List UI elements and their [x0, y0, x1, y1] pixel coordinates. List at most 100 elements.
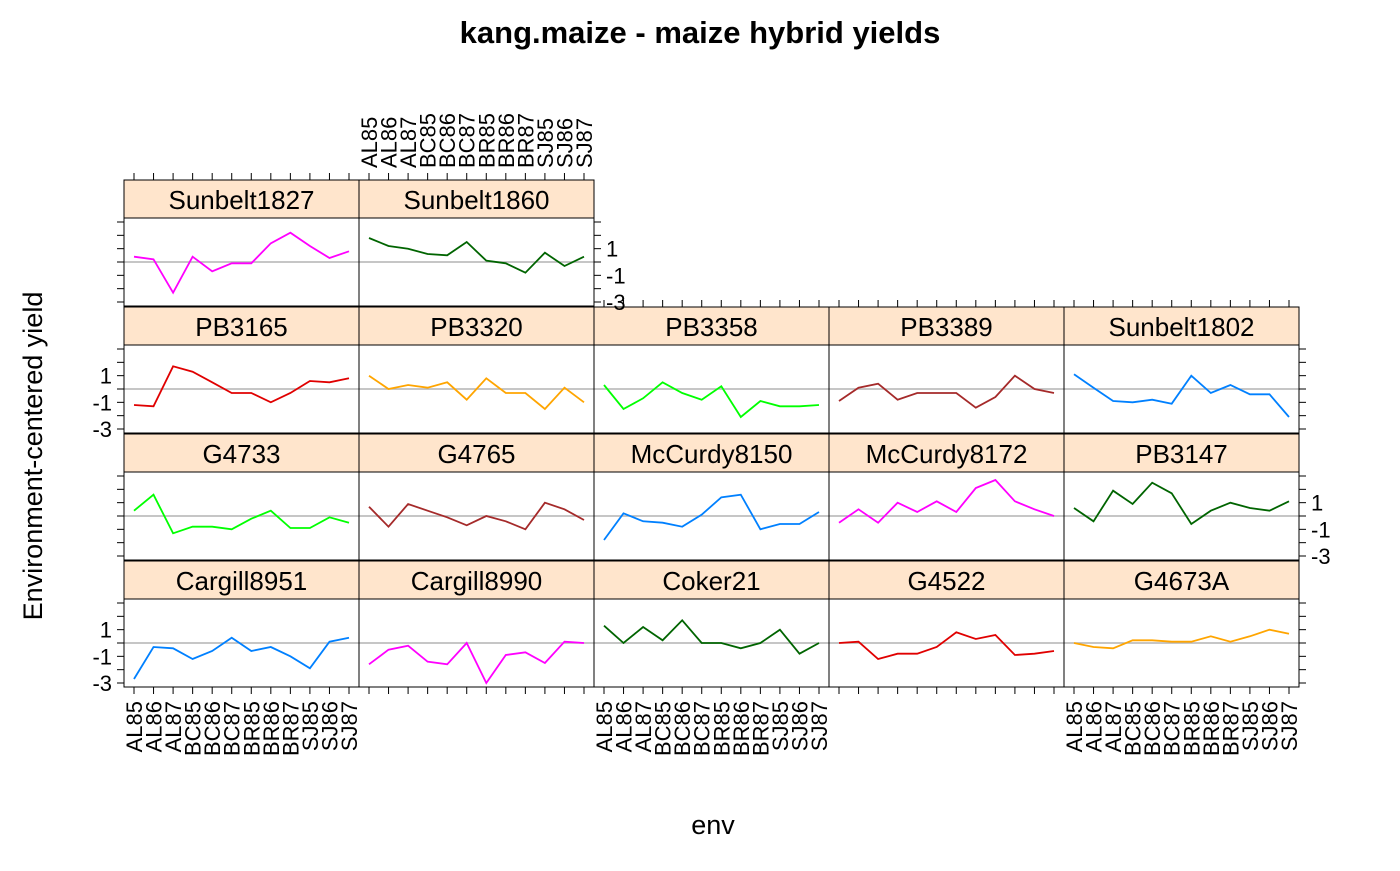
- strip-label: PB3165: [195, 312, 288, 342]
- y-tick-label: -3: [92, 671, 112, 696]
- panel-strip: [1063, 306, 1300, 346]
- panel-strip: [828, 560, 1065, 600]
- panel-strip: [1063, 560, 1300, 600]
- x-tick-label: BC85: [181, 701, 206, 756]
- panel-strip: [358, 306, 595, 346]
- x-tick-label: BC87: [690, 701, 715, 756]
- x-tick-label: BC85: [651, 701, 676, 756]
- series-line-Sunbelt1860: [368, 237, 585, 274]
- panels: Cargill8951 Cargill8990 Coker21 G4522 G4673A…: [92, 113, 1330, 756]
- strip-label: McCurdy8172: [866, 439, 1028, 469]
- x-tick-label: AL86: [612, 701, 637, 752]
- y-tick-label: -1: [92, 644, 112, 669]
- strip-label: Sunbelt1802: [1108, 312, 1254, 342]
- x-tick-label: AL87: [161, 701, 186, 752]
- x-tick-label: BR85: [1179, 701, 1204, 756]
- series-line-PB3165: [133, 365, 350, 408]
- x-tick-label: SJ85: [298, 701, 323, 751]
- panel-strip: [358, 433, 595, 473]
- strip-label: McCurdy8150: [631, 439, 793, 469]
- series-line-McCurdy8150: [603, 493, 820, 541]
- strip-label: Sunbelt1827: [168, 185, 314, 215]
- series-line-PB3389: [838, 374, 1055, 409]
- x-tick-label: BR86: [494, 113, 519, 168]
- panel-strip: [358, 179, 595, 219]
- series-line-Sunbelt1827: [133, 231, 350, 295]
- x-axis-title: env: [691, 810, 735, 840]
- x-tick-label: BR87: [748, 701, 773, 756]
- panel-strip: [358, 560, 595, 600]
- chart-title: kang.maize - maize hybrid yields: [460, 15, 941, 50]
- x-tick-label: SJ87: [572, 118, 597, 168]
- series-line-Coker21: [603, 618, 820, 655]
- y-tick-label: -1: [1311, 517, 1331, 542]
- x-tick-label: BC87: [1160, 701, 1185, 756]
- x-tick-label: BR87: [513, 113, 538, 168]
- x-tick-label: BC87: [455, 113, 480, 168]
- x-tick-label: AL85: [122, 701, 147, 752]
- series-line-Cargill8951: [133, 636, 350, 680]
- x-tick-label: AL85: [592, 701, 617, 752]
- y-tick-label: -1: [606, 263, 626, 288]
- y-tick-label: -3: [1311, 544, 1331, 569]
- strip-label: G4522: [907, 566, 985, 596]
- x-tick-label: AL85: [357, 117, 382, 168]
- y-tick-label: 1: [100, 364, 112, 389]
- series-line-G4522: [838, 631, 1055, 660]
- x-tick-label: BC85: [416, 113, 441, 168]
- x-tick-label: SJ87: [1277, 701, 1302, 751]
- y-tick-label: -1: [92, 390, 112, 415]
- x-tick-label: BC86: [670, 701, 695, 756]
- x-tick-label: SJ85: [533, 118, 558, 168]
- x-tick-label: AL86: [142, 701, 167, 752]
- x-tick-label: BR87: [278, 701, 303, 756]
- x-tick-label: SJ86: [317, 701, 342, 751]
- x-tick-label: BR85: [474, 113, 499, 168]
- y-axis-title: Environment-centered yield: [18, 292, 48, 621]
- y-tick-label: 1: [606, 237, 618, 262]
- strip-label: Cargill8990: [411, 566, 543, 596]
- x-tick-label: BR85: [709, 701, 734, 756]
- y-tick-label: 1: [100, 618, 112, 643]
- x-tick-label: SJ87: [807, 701, 832, 751]
- y-tick-label: 1: [1311, 491, 1323, 516]
- x-tick-label: SJ87: [337, 701, 362, 751]
- strip-label: Cargill8951: [176, 566, 308, 596]
- series-line-G4673A: [1073, 628, 1290, 650]
- panel-strip: [593, 560, 830, 600]
- x-tick-label: BR86: [1199, 701, 1224, 756]
- series-line-Cargill8990: [368, 640, 585, 685]
- strip-label: Coker21: [662, 566, 760, 596]
- strip-label: PB3358: [665, 312, 758, 342]
- panel-strip: [828, 306, 1065, 346]
- series-line-Sunbelt1802: [1073, 373, 1290, 418]
- strip-label: Sunbelt1860: [403, 185, 549, 215]
- x-tick-label: AL86: [1082, 701, 1107, 752]
- x-tick-label: AL85: [1062, 701, 1087, 752]
- x-tick-label: SJ86: [552, 118, 577, 168]
- series-line-PB3320: [368, 374, 585, 411]
- strip-label: PB3320: [430, 312, 523, 342]
- y-tick-label: -3: [92, 417, 112, 442]
- panel-strip: [593, 306, 830, 346]
- x-tick-label: BR85: [239, 701, 264, 756]
- x-tick-label: BR87: [1218, 701, 1243, 756]
- x-tick-label: BC86: [435, 113, 460, 168]
- strip-label: PB3389: [900, 312, 993, 342]
- strip-label: G4733: [202, 439, 280, 469]
- series-line-PB3358: [603, 381, 820, 419]
- x-tick-label: BC86: [200, 701, 225, 756]
- panel-strip: [828, 433, 1065, 473]
- panel-strip: [593, 433, 830, 473]
- series-line-McCurdy8172: [838, 478, 1055, 524]
- panel-strip: [123, 179, 360, 219]
- panel-strip: [123, 560, 360, 600]
- strip-label: PB3147: [1135, 439, 1228, 469]
- x-tick-label: BR86: [259, 701, 284, 756]
- x-tick-label: BC86: [1140, 701, 1165, 756]
- x-tick-label: AL87: [1101, 701, 1126, 752]
- strip-label: G4673A: [1134, 566, 1230, 596]
- strip-label: G4765: [437, 439, 515, 469]
- x-tick-label: BC85: [1121, 701, 1146, 756]
